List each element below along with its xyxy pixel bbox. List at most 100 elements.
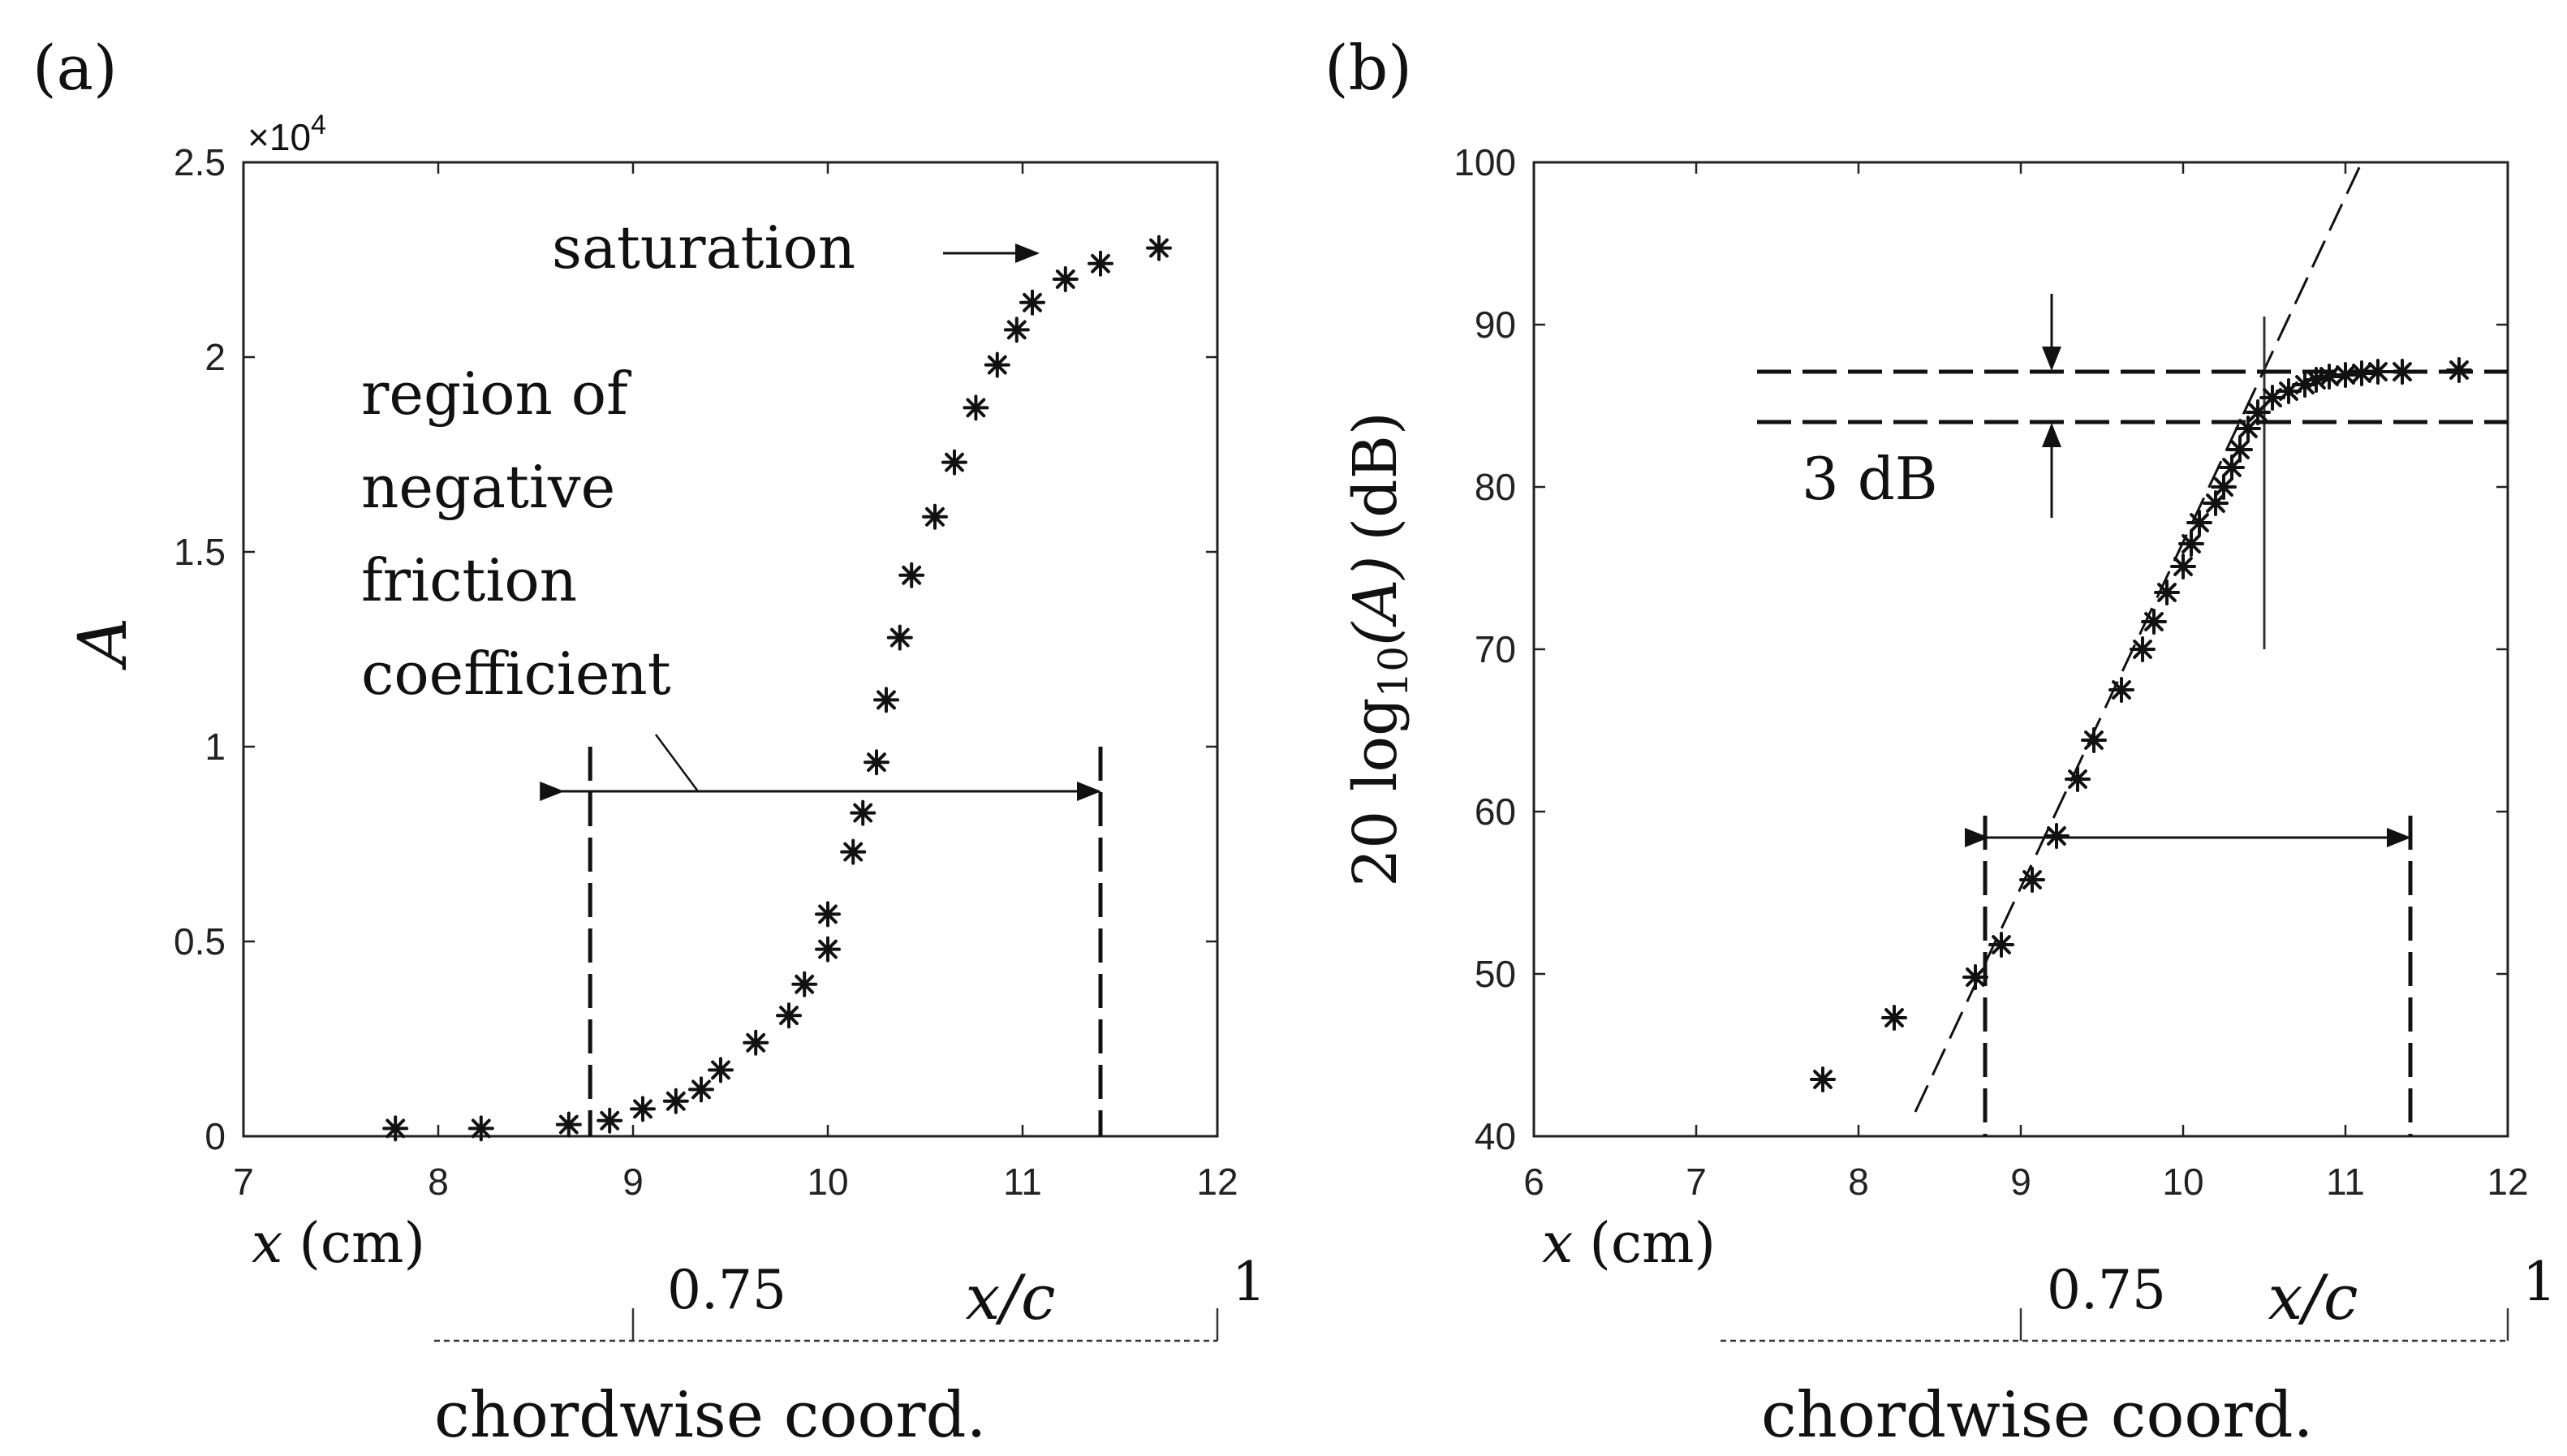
y-tick-label-b: 70: [1475, 628, 1516, 670]
data-point: [963, 394, 989, 421]
y-tick-label-a: 2.5: [174, 141, 226, 183]
y-tick-label-a: 1.5: [174, 531, 226, 573]
data-point: [630, 1096, 656, 1122]
data-point: [2389, 359, 2415, 385]
x-tick-label-a: 12: [1196, 1161, 1238, 1203]
x-tick-label-a: 8: [428, 1161, 449, 1203]
chordwise-caption-b: chordwise coord.: [1761, 1379, 2313, 1452]
data-point: [2211, 474, 2237, 500]
data-point: [743, 1029, 769, 1056]
x-tick-label-b: 9: [2010, 1161, 2031, 1203]
data-point: [467, 1115, 494, 1142]
data-point: [1988, 932, 2014, 958]
secondary-axis-b: 0.75 1 x/c chordwise coord.: [1721, 1251, 2556, 1452]
data-point: [2227, 437, 2253, 463]
x-tick-label-b: 7: [1686, 1161, 1707, 1203]
x-tick-label-b: 11: [2326, 1161, 2365, 1203]
data-point: [2065, 766, 2091, 792]
data-point: [555, 1111, 582, 1138]
data-point: [2130, 636, 2156, 662]
x-axis-label-a: x (cm): [252, 1212, 425, 1276]
data-point: [597, 1107, 623, 1134]
y-axis-label-a: A: [65, 617, 142, 670]
negative-friction-label-a: region of negative friction coefficient: [361, 360, 671, 708]
secondary-tick-label-a-1: 1: [1232, 1251, 1266, 1313]
data-point: [1810, 1066, 1836, 1092]
data-point: [2178, 531, 2204, 557]
x-tick-label-a: 7: [233, 1161, 254, 1203]
data-point: [1088, 250, 1113, 277]
data-point: [2245, 399, 2271, 425]
plot-frame-a: [242, 161, 1219, 1138]
secondary-axis-label-b: x/c: [2268, 1261, 2358, 1333]
data-points-a: [382, 235, 1172, 1142]
data-point: [2365, 359, 2391, 385]
data-point: [2170, 554, 2196, 579]
data-point: [815, 936, 841, 963]
data-point: [2186, 510, 2212, 536]
panel-label-b: (b): [1324, 32, 1412, 104]
data-point: [2235, 416, 2261, 442]
data-point: [922, 503, 948, 530]
secondary-tick-label-b-0.75: 0.75: [2047, 1259, 2166, 1321]
data-point: [941, 449, 967, 476]
y-tick-label-a: 0.5: [174, 920, 226, 963]
y-tick-label-b: 100: [1454, 141, 1516, 183]
data-points-b: [1810, 357, 2472, 1092]
data-point: [382, 1115, 409, 1142]
data-point: [2108, 677, 2134, 703]
data-point: [2044, 823, 2070, 849]
y-tick-label-b: 40: [1475, 1115, 1516, 1157]
data-point: [1881, 1005, 1907, 1031]
data-point: [2446, 357, 2472, 383]
x-tick-label-b: 10: [2162, 1161, 2203, 1203]
x-tick-label-a: 11: [1003, 1161, 1042, 1203]
x-tick-label-a: 10: [807, 1161, 848, 1203]
chordwise-caption-a: chordwise coord.: [434, 1379, 986, 1452]
x-tick-label-b: 6: [1523, 1161, 1544, 1203]
data-point: [1962, 964, 1988, 990]
x-ticks-a: 7 8 9 10 11 12: [233, 162, 1238, 1203]
data-point: [708, 1057, 734, 1083]
data-point: [776, 1002, 802, 1029]
data-point: [791, 971, 818, 997]
y-ticks-b: 40 50 60 70 80 90 100: [1454, 141, 2508, 1157]
y-axis-label-b: 20 log10(A)(dB): [1341, 411, 1417, 887]
y-tick-label-b: 50: [1475, 953, 1516, 995]
data-point: [1019, 289, 1045, 316]
x-tick-label-b: 8: [1848, 1161, 1869, 1203]
y-tick-label-a: 0: [205, 1115, 226, 1157]
y-tick-label-b: 90: [1475, 304, 1516, 346]
secondary-tick-label-a-0.75: 0.75: [667, 1259, 786, 1321]
exponent-label-a: ×104: [248, 110, 326, 158]
data-point: [688, 1076, 714, 1103]
x-tick-label-b: 12: [2487, 1161, 2528, 1203]
data-point: [2141, 609, 2167, 635]
panel-b: (b) 6 7 8 9 10 11 12 40 50 60 70 80 90 100 20 log10(…: [1324, 32, 2556, 1452]
data-point: [1003, 317, 1030, 343]
db-label-b: 3 dB: [1802, 445, 1938, 513]
data-point: [886, 624, 913, 651]
x-axis-label-b: x (cm): [1542, 1212, 1716, 1276]
data-point: [898, 562, 925, 588]
panel-label-a: (a): [32, 32, 118, 104]
y-tick-label-b: 60: [1475, 790, 1516, 833]
secondary-axis-a: 0.75 1 x/c chordwise coord.: [434, 1251, 1266, 1452]
x-tick-label-a: 9: [622, 1161, 644, 1203]
data-point: [850, 799, 876, 826]
y-tick-label-a: 1: [205, 726, 226, 768]
panel-a: (a) 7 8 9 10 11 12 00.511.522.5 ×104 A x (cm) …: [32, 32, 1266, 1452]
data-point: [864, 749, 889, 776]
data-point: [2081, 727, 2107, 753]
data-point: [984, 351, 1010, 378]
data-point: [815, 901, 841, 928]
secondary-axis-label-a: x/c: [965, 1261, 1055, 1333]
data-point: [1052, 266, 1079, 292]
fit-line-b: [1914, 162, 2363, 1113]
data-point: [662, 1088, 689, 1114]
data-point: [873, 687, 899, 713]
data-point: [840, 838, 867, 865]
data-point: [2154, 579, 2180, 605]
secondary-tick-label-b-1: 1: [2522, 1251, 2556, 1313]
